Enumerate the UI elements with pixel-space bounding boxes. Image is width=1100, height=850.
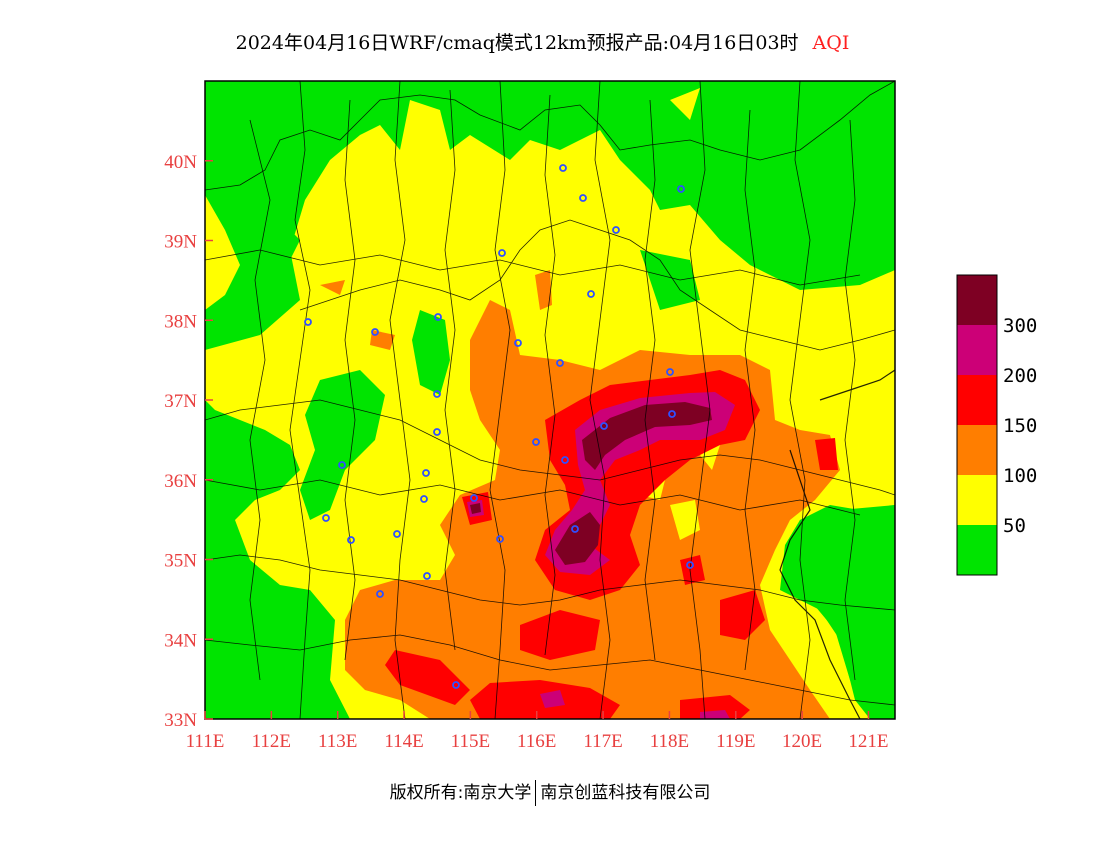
aqi-field	[205, 81, 895, 719]
axis-ticks	[204, 160, 870, 720]
legend-label: 150	[1003, 415, 1037, 437]
footer-separator	[535, 780, 537, 806]
aqi-zone-unhealthy	[385, 370, 838, 719]
lat-tick-label: 33N	[164, 710, 197, 731]
lon-tick-label: 120E	[782, 731, 822, 752]
aqi-zone-very-unhealthy	[467, 392, 735, 719]
legend-frame	[956, 274, 998, 576]
latitude-labels: 33N 34N 35N 36N 37N 38N 39N 40N	[164, 152, 197, 731]
legend-label: 300	[1003, 315, 1037, 337]
station-markers	[304, 164, 694, 689]
lat-tick-label: 40N	[164, 152, 197, 173]
lon-tick-label: 116E	[517, 731, 556, 752]
lon-tick-label: 115E	[451, 731, 490, 752]
lat-tick-label: 37N	[164, 391, 197, 412]
aqi-zone-good-pockets	[205, 210, 895, 719]
legend-swatch	[957, 375, 997, 425]
lon-tick-label: 113E	[318, 731, 357, 752]
lat-tick-label: 35N	[164, 551, 197, 572]
lat-tick-label: 39N	[164, 232, 197, 253]
legend-label: 100	[1003, 465, 1037, 487]
aqi-zone-hazardous	[470, 402, 712, 565]
lon-tick-label: 117E	[583, 731, 622, 752]
lat-tick-label: 34N	[164, 630, 197, 651]
figure-title: 2024年04月16日WRF/cmaq模式12km预报产品:04月16日03时 A…	[0, 28, 1085, 55]
legend-swatch	[957, 525, 997, 575]
lon-tick-label: 114E	[384, 731, 423, 752]
lon-tick-label: 111E	[186, 731, 225, 752]
longitude-labels: 111E 112E 113E 114E 115E 116E 117E 118E 119E 120E…	[186, 731, 889, 752]
copyright-left: 版权所有:南京大学	[389, 783, 532, 803]
lon-tick-label: 118E	[650, 731, 689, 752]
legend-color-bar	[957, 275, 997, 575]
legend-label: 50	[1003, 515, 1026, 537]
lon-tick-label: 119E	[716, 731, 755, 752]
title-product: AQI	[812, 32, 850, 54]
lat-tick-label: 36N	[164, 471, 197, 492]
legend-swatch	[957, 325, 997, 375]
admin-boundaries	[205, 81, 895, 719]
copyright-right: 南京创蓝科技有限公司	[540, 783, 711, 803]
lon-tick-label: 112E	[252, 731, 291, 752]
legend-swatch	[957, 475, 997, 525]
legend-labels: 300 200 150 100 50	[1003, 315, 1037, 537]
aqi-legend: 300 200 150 100 50	[956, 274, 1037, 576]
lon-tick-label: 121E	[848, 731, 888, 752]
title-text: 2024年04月16日WRF/cmaq模式12km预报产品:04月16日03时	[235, 32, 799, 54]
lat-tick-label: 38N	[164, 311, 197, 332]
legend-swatch	[957, 425, 997, 475]
copyright-footer: 版权所有:南京大学 南京创蓝科技有限公司	[0, 778, 1100, 806]
legend-label: 200	[1003, 365, 1037, 387]
legend-swatch	[957, 275, 997, 325]
